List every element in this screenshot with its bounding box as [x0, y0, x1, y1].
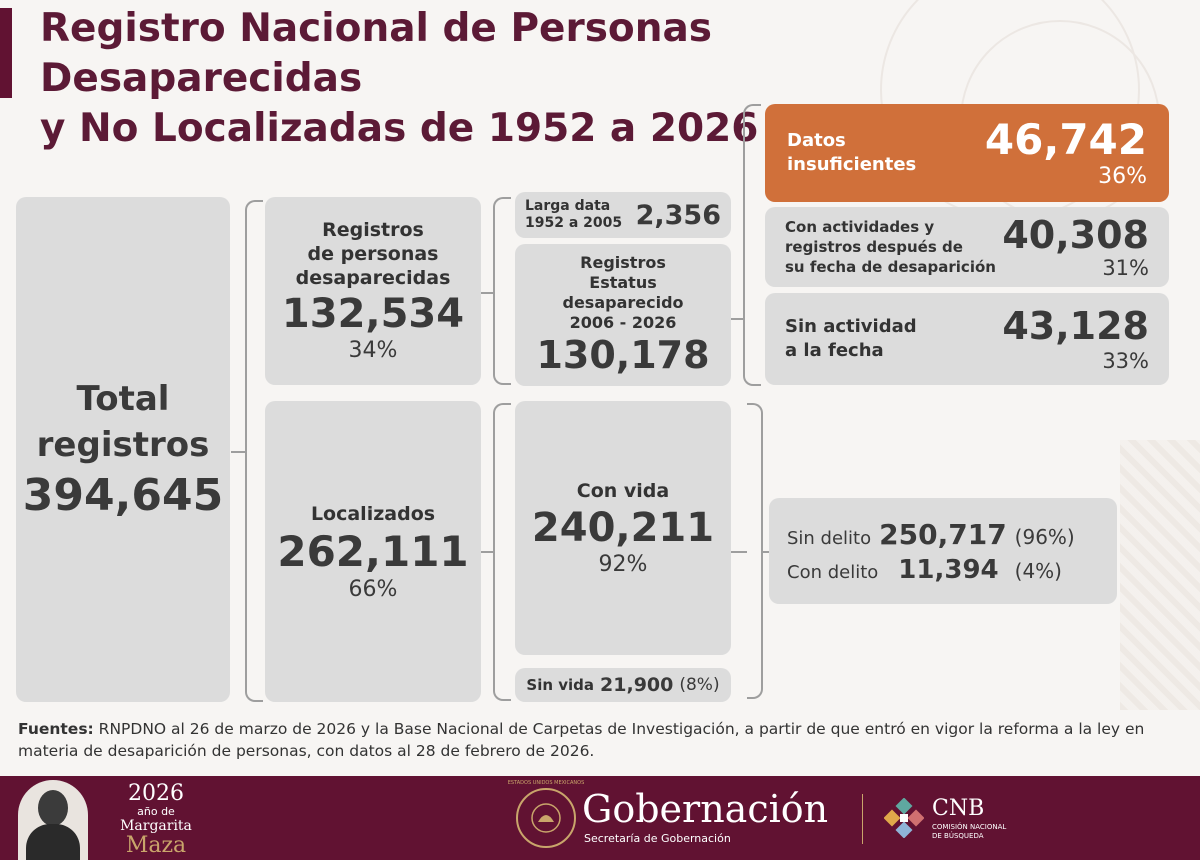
localizados-percent: 66%: [348, 576, 398, 602]
portrait-image: [18, 780, 88, 860]
datos-insuficientes-box: Datos insuficientes 46,742 36%: [765, 104, 1169, 202]
localizados-box: Localizados 262,111 66%: [265, 401, 481, 702]
con-actividades-label: Con actividades y registros después de s…: [785, 218, 996, 276]
con-vida-box: Con vida 240,211 92%: [515, 401, 731, 655]
con-actividades-figures: 40,308 31%: [1002, 214, 1149, 280]
datos-insuficientes-figures: 46,742 36%: [985, 116, 1147, 190]
sources-label: Fuentes:: [18, 720, 94, 738]
connector-line: [763, 551, 771, 553]
sin-actividad-figures: 43,128 33%: [1002, 304, 1149, 374]
sin-delito-row: Sin delito 250,717 (96%): [787, 518, 1099, 551]
con-actividades-percent: 31%: [1102, 256, 1149, 280]
bracket-level1: [245, 200, 263, 702]
total-label: Total registros: [36, 378, 210, 465]
sin-vida-box: Sin vida 21,900 (8%): [515, 668, 731, 702]
localizados-value: 262,111: [277, 526, 469, 576]
sin-actividad-label: Sin actividad a la fecha: [785, 316, 917, 361]
connector-line: [731, 551, 747, 553]
bracket-desaparecidas: [493, 197, 511, 385]
datos-insuficientes-value: 46,742: [984, 115, 1147, 164]
year-badge: 2026 año de Margarita Maza: [96, 782, 216, 858]
localizados-label: Localizados: [310, 502, 436, 525]
estatus-label: Registros Estatus desaparecido 2006 - 20…: [562, 253, 684, 332]
sin-actividad-value: 43,128: [1002, 304, 1149, 348]
bracket-localizados: [493, 403, 511, 701]
desaparecidas-box: Registros de personas desaparecidas 132,…: [265, 197, 481, 385]
desaparecidas-value: 132,534: [281, 291, 465, 337]
datos-insuficientes-percent: 36%: [1098, 164, 1147, 189]
larga-data-box: Larga data 1952 a 2005 2,356: [515, 192, 731, 238]
name-line1: Margarita: [120, 818, 192, 834]
con-delito-value: 11,394: [898, 554, 999, 585]
decorative-pattern: [1120, 440, 1200, 710]
footer-bar: 2026 año de Margarita Maza ESTADOS UNIDO…: [0, 776, 1200, 860]
total-registros-box: Total registros 394,645: [16, 197, 230, 702]
datos-insuficientes-label: Datos insuficientes: [787, 130, 917, 175]
year-text: 2026: [128, 781, 184, 806]
title-accent-bar: [0, 8, 12, 98]
mexico-seal-icon: [516, 788, 576, 848]
estatus-box: Registros Estatus desaparecido 2006 - 20…: [515, 244, 731, 386]
desaparecidas-percent: 34%: [348, 338, 398, 363]
con-actividades-value: 40,308: [1002, 213, 1149, 257]
sin-actividad-percent: 33%: [1102, 349, 1149, 373]
sin-vida-percent: (8%): [679, 675, 720, 695]
con-vida-percent: 92%: [598, 552, 648, 577]
sources-text: RNPDNO al 26 de marzo de 2026 y la Base …: [18, 720, 1145, 760]
seal-text: ESTADOS UNIDOS MEXICANOS: [507, 780, 585, 786]
gobernacion-subtitle: Secretaría de Gobernación: [584, 832, 731, 845]
year-sub: año de: [137, 805, 175, 818]
name-line2: Maza: [125, 833, 187, 858]
cnb-logo-icon: [883, 797, 925, 839]
con-vida-value: 240,211: [531, 505, 715, 551]
con-delito-row: Con delito 11,394 (4%): [787, 555, 1099, 585]
con-actividades-box: Con actividades y registros después de s…: [765, 207, 1169, 287]
bracket-estatus: [743, 104, 761, 386]
sin-vida-value: 21,900: [600, 674, 674, 696]
con-delito-label: Con delito: [787, 561, 879, 583]
desaparecidas-label: Registros de personas desaparecidas: [295, 219, 451, 289]
sin-delito-label: Sin delito: [787, 527, 872, 549]
connector-line: [481, 551, 493, 553]
con-delito-percent: (4%): [1014, 558, 1062, 583]
cnb-subtitle: COMISIÓN NACIONAL DE BÚSQUEDA: [932, 823, 1007, 840]
connector-line: [481, 292, 493, 294]
total-value: 394,645: [22, 469, 224, 521]
connector-line: [231, 451, 245, 453]
page-title: Registro Nacional de Personas Desapareci…: [40, 6, 759, 151]
footer-divider: [862, 794, 863, 844]
sin-delito-percent: (96%): [1014, 524, 1075, 549]
sin-vida-label: Sin vida: [526, 676, 595, 694]
gobernacion-title: Gobernación: [582, 787, 829, 831]
sources-note: Fuentes: RNPDNO al 26 de marzo de 2026 y…: [18, 718, 1188, 762]
con-vida-label: Con vida: [576, 480, 670, 502]
estatus-value: 130,178: [536, 333, 710, 377]
sin-delito-value: 250,717: [879, 517, 1007, 551]
cnb-title: CNB: [932, 796, 985, 821]
connector-line: [731, 318, 743, 320]
delito-box: Sin delito 250,717 (96%) Con delito 11,3…: [769, 498, 1117, 604]
larga-data-label: Larga data 1952 a 2005: [525, 198, 623, 231]
sin-actividad-box: Sin actividad a la fecha 43,128 33%: [765, 293, 1169, 385]
bracket-con-vida: [747, 403, 763, 699]
larga-data-value: 2,356: [635, 199, 721, 231]
